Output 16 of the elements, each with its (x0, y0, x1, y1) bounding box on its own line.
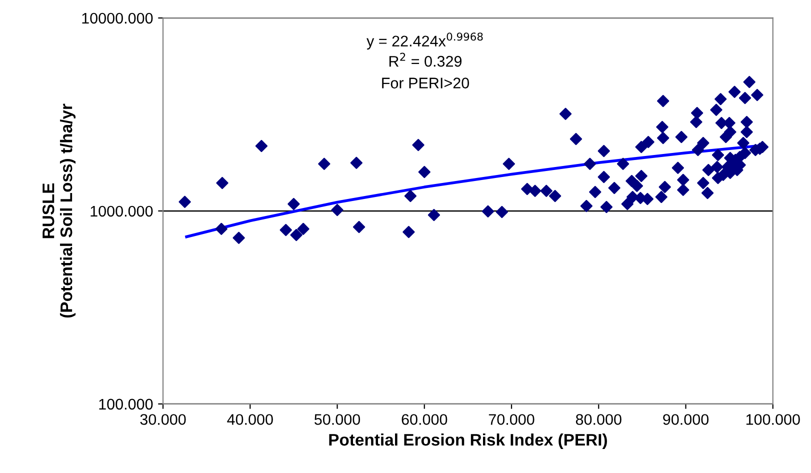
x-tick-label: 30.000 (140, 414, 186, 425)
annotation: For PERI>20 (382, 78, 470, 88)
annotation: R$^{2}$ = 0.329 (389, 52, 462, 67)
y-tick-label: 10000.000 (82, 12, 153, 24)
x-tick-label: 60.000 (402, 414, 448, 425)
x-tick-label: 40.000 (227, 414, 273, 425)
y-tick-label: 100.000 (99, 398, 153, 410)
x-tick-label: 70.000 (488, 414, 534, 425)
x-tick-label: 50.000 (314, 414, 360, 425)
annotation: y = 22.424x$^{0.9968}$ (366, 32, 483, 50)
y-tick-label: 1000.000 (90, 206, 153, 217)
y-axis-title: RUSLE (Potential Soil Loss) t/ha/yr (42, 104, 76, 318)
x-tick-label: 90.000 (663, 414, 709, 425)
x-tick-label: 100.000 (746, 414, 800, 425)
x-tick-label: 80.000 (576, 414, 622, 425)
x-axis-title: Potential Erosion Risk Index (PERI) (329, 433, 607, 449)
